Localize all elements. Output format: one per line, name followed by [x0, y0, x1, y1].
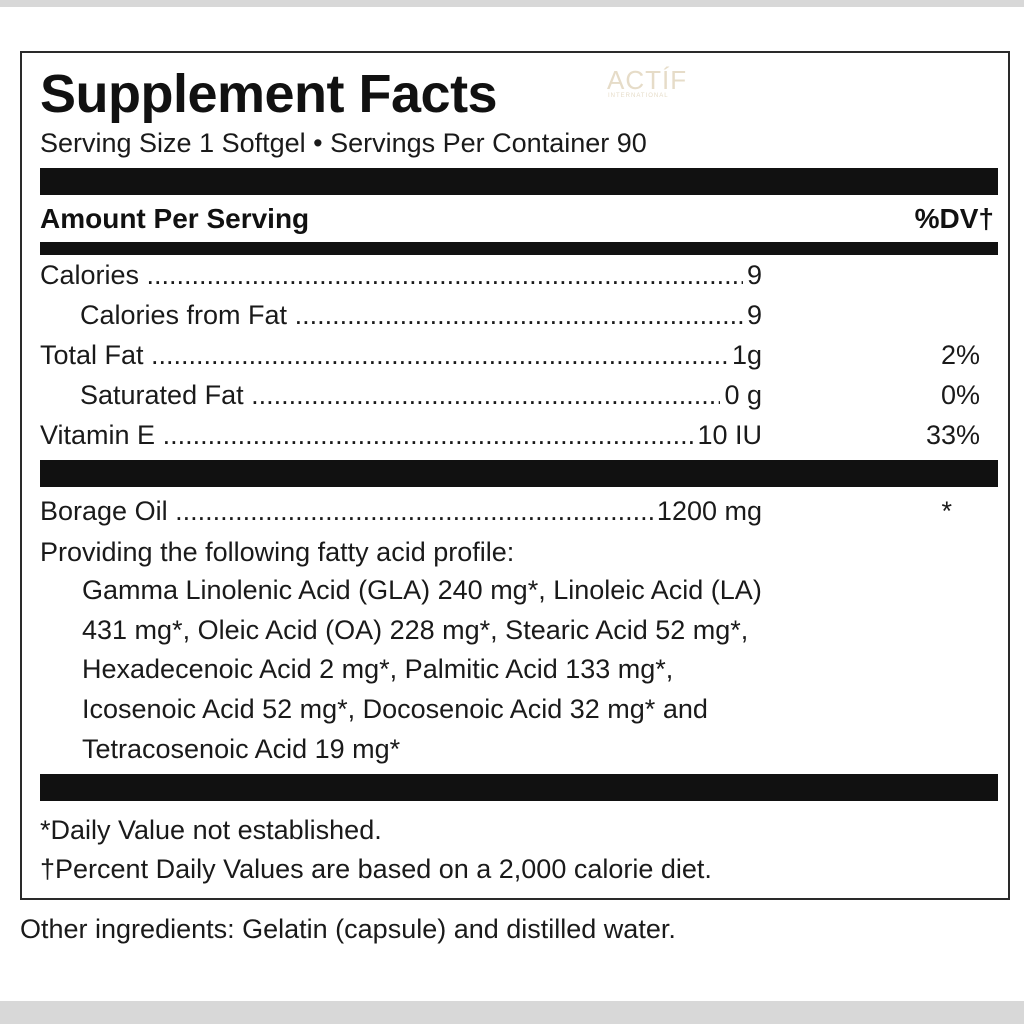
- ingredient-amount: 1200 mg: [652, 496, 762, 527]
- amount-per-serving-header: Amount Per Serving: [40, 203, 310, 234]
- supplement-facts-panel: Supplement Facts ACTÍF INTERNATIONAL Ser…: [20, 51, 1010, 900]
- fatty-acid-line: Icosenoic Acid 52 mg*, Docosenoic Acid 3…: [82, 694, 708, 724]
- fatty-acid-profile-intro: Providing the following fatty acid profi…: [40, 537, 515, 567]
- other-ingredients: Other ingredients: Gelatin (capsule) and…: [20, 914, 676, 944]
- medium-divider: [40, 242, 998, 255]
- brand-watermark: ACTÍF: [607, 65, 688, 95]
- nutrient-dv: 2%: [940, 340, 980, 370]
- nutrient-amount: 9: [742, 300, 762, 331]
- nutrient-row-vitamin-e: Vitamin E 10 IU 33%: [40, 420, 980, 456]
- thick-divider: [40, 774, 998, 801]
- fatty-acid-line: Tetracosenoic Acid 19 mg*: [82, 734, 401, 764]
- footnote-daily-value: *Daily Value not established.: [40, 815, 382, 845]
- ingredient-row-borage-oil: Borage Oil 1200 mg *: [40, 496, 980, 532]
- fatty-acid-line: Hexadecenoic Acid 2 mg*, Palmitic Acid 1…: [82, 654, 674, 684]
- nutrient-label: Total Fat: [40, 340, 762, 371]
- thick-divider: [40, 460, 998, 487]
- ingredient-dv: *: [941, 496, 952, 526]
- nutrient-amount: 1g: [727, 340, 762, 371]
- nutrient-amount: 0 g: [720, 380, 762, 411]
- bottom-gray-strip: [0, 1001, 1024, 1024]
- nutrient-amount: 9: [742, 260, 762, 291]
- thick-divider: [40, 168, 998, 195]
- nutrient-label: Calories: [40, 260, 762, 291]
- nutrient-dv: 0%: [940, 380, 980, 410]
- nutrient-row-calories: Calories 9: [40, 260, 980, 296]
- nutrient-label: Calories from Fat: [80, 300, 762, 331]
- nutrient-row-total-fat: Total Fat 1g 2%: [40, 340, 980, 376]
- nutrient-label: Vitamin E: [40, 420, 762, 451]
- nutrient-amount: 10 IU: [693, 420, 762, 451]
- ingredient-label: Borage Oil: [40, 496, 762, 527]
- serving-size-line: Serving Size 1 Softgel • Servings Per Co…: [40, 128, 647, 158]
- nutrient-label: Saturated Fat: [80, 380, 762, 411]
- fatty-acid-line: Gamma Linolenic Acid (GLA) 240 mg*, Lino…: [82, 575, 762, 605]
- nutrient-row-calories-from-fat: Calories from Fat 9: [40, 300, 980, 336]
- fatty-acid-line: 431 mg*, Oleic Acid (OA) 228 mg*, Steari…: [82, 615, 749, 645]
- brand-watermark-sub: INTERNATIONAL: [608, 93, 669, 99]
- nutrient-row-saturated-fat: Saturated Fat 0 g 0%: [40, 380, 980, 416]
- facts-title: Supplement Facts: [40, 64, 498, 124]
- footnote-percent-daily: †Percent Daily Values are based on a 2,0…: [40, 854, 712, 884]
- top-gray-strip: [0, 0, 1024, 7]
- daily-value-header: %DV†: [914, 203, 994, 234]
- nutrient-dv: 33%: [925, 420, 980, 450]
